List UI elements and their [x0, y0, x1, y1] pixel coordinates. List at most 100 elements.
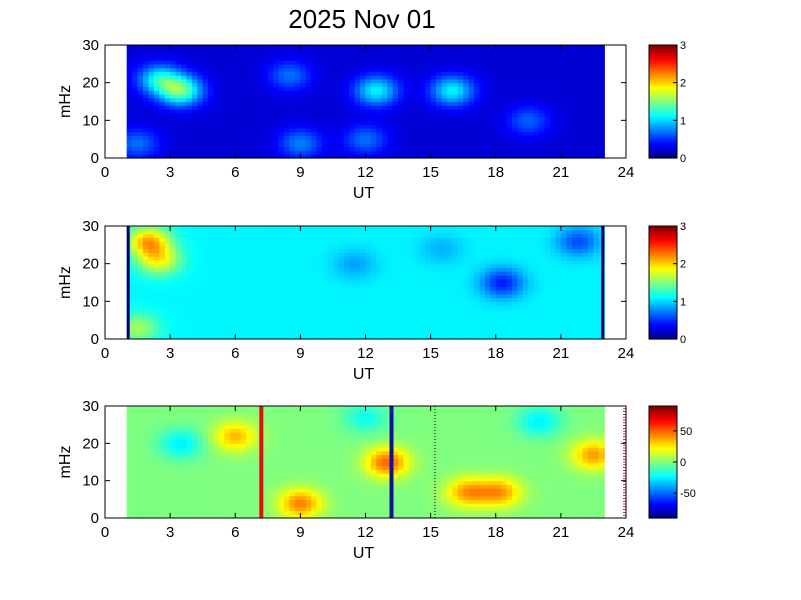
- heatmap-cell: [327, 105, 334, 110]
- heatmap-cell: [191, 323, 198, 329]
- heatmap-cell: [512, 93, 519, 99]
- heatmap-cell: [522, 226, 529, 231]
- heatmap-cell: [403, 131, 410, 136]
- heatmap-cell: [142, 229, 150, 235]
- heatmap-cell: [300, 263, 307, 269]
- heatmap-cell: [403, 45, 410, 50]
- heatmap-cell: [490, 263, 497, 269]
- heatmap-cell: [544, 97, 551, 103]
- heatmap-cell: [132, 327, 139, 333]
- heatmap-cell: [381, 48, 388, 54]
- heatmap-cell: [517, 241, 524, 246]
- heatmap-cell: [495, 78, 502, 84]
- heatmap-cell: [479, 244, 486, 250]
- heatmap-cell: [322, 331, 329, 336]
- heatmap-cell: [197, 233, 204, 238]
- heatmap-cell: [148, 120, 155, 125]
- heatmap-cell: [148, 248, 155, 253]
- heatmap-cell: [218, 301, 225, 306]
- heatmap-cell: [398, 305, 405, 310]
- heatmap-cell: [392, 71, 399, 76]
- heatmap-cell: [256, 78, 263, 84]
- heatmap-cell: [365, 248, 372, 253]
- heatmap-cell: [170, 48, 177, 54]
- heatmap-cell: [468, 142, 475, 148]
- heatmap-cell: [126, 331, 133, 336]
- heatmap-cell: [229, 278, 236, 284]
- heatmap-cell: [170, 112, 177, 118]
- heatmap-cell: [180, 116, 188, 121]
- heatmap-cell: [571, 90, 578, 95]
- heatmap-cell: [408, 308, 415, 314]
- heatmap-cell: [398, 271, 405, 276]
- heatmap-cell: [240, 150, 247, 155]
- heatmap-cell: [463, 312, 470, 317]
- heatmap-cell: [159, 323, 166, 329]
- heatmap-cell: [398, 323, 405, 329]
- heatmap-cell: [126, 139, 133, 144]
- heatmap-cell: [164, 146, 171, 152]
- heatmap-cell: [191, 142, 198, 148]
- heatmap-cell: [180, 320, 188, 325]
- heatmap-cell: [338, 316, 345, 321]
- heatmap-cell: [213, 71, 220, 76]
- heatmap-cell: [132, 290, 139, 295]
- heatmap-cell: [441, 271, 448, 276]
- heatmap-cell: [311, 86, 318, 91]
- heatmap-cell: [436, 278, 443, 284]
- heatmap-cell: [148, 56, 155, 61]
- heatmap-cell: [218, 316, 225, 321]
- heatmap-cell: [517, 271, 524, 276]
- heatmap-cell: [479, 248, 486, 253]
- heatmap-cell: [159, 93, 166, 99]
- heatmap-cell: [278, 316, 285, 321]
- heatmap-cell: [343, 293, 350, 299]
- heatmap-cell: [294, 316, 301, 321]
- heatmap-cell: [398, 263, 405, 269]
- heatmap-cell: [381, 278, 388, 284]
- heatmap-cell: [349, 139, 356, 144]
- heatmap-cell: [566, 71, 573, 76]
- heatmap-cell: [229, 271, 236, 276]
- heatmap-cell: [365, 237, 372, 242]
- heatmap-cell: [588, 71, 595, 76]
- heatmap-cell: [436, 252, 443, 257]
- heatmap-cell: [142, 301, 150, 306]
- heatmap-cell: [354, 86, 361, 91]
- heatmap-cell: [528, 105, 535, 110]
- heatmap-cell: [441, 305, 448, 310]
- heatmap-cell: [197, 252, 204, 257]
- heatmap-cell: [197, 297, 204, 302]
- heatmap-cell: [256, 90, 263, 95]
- heatmap-cell: [289, 131, 296, 136]
- heatmap-cell: [392, 241, 399, 246]
- heatmap-cell: [349, 150, 356, 155]
- heatmap-cell: [571, 154, 578, 159]
- heatmap-cell: [365, 256, 372, 261]
- heatmap-cell: [229, 112, 236, 118]
- heatmap-cell: [403, 327, 410, 333]
- heatmap-cell: [490, 45, 497, 50]
- heatmap-cell: [153, 263, 160, 269]
- heatmap-cell: [289, 93, 296, 99]
- heatmap-cell: [142, 71, 150, 76]
- heatmap-cell: [512, 86, 519, 91]
- heatmap-cell: [430, 331, 437, 336]
- heatmap-cell: [495, 323, 502, 329]
- heatmap-cell: [593, 109, 600, 114]
- heatmap-cell: [571, 67, 578, 72]
- heatmap-cell: [501, 229, 508, 235]
- heatmap-cell: [381, 252, 388, 257]
- heatmap-cell: [463, 82, 470, 88]
- heatmap-cell: [251, 150, 258, 155]
- heatmap-cell: [463, 305, 470, 310]
- heatmap-cell: [560, 93, 567, 99]
- heatmap-cell: [354, 101, 361, 106]
- heatmap-cell: [289, 263, 296, 269]
- heatmap-cell: [224, 97, 231, 103]
- heatmap-cell: [311, 60, 318, 65]
- heatmap-cell: [387, 278, 394, 284]
- heatmap-cell: [360, 124, 367, 129]
- heatmap-cell: [479, 312, 486, 317]
- heatmap-cell: [577, 60, 584, 65]
